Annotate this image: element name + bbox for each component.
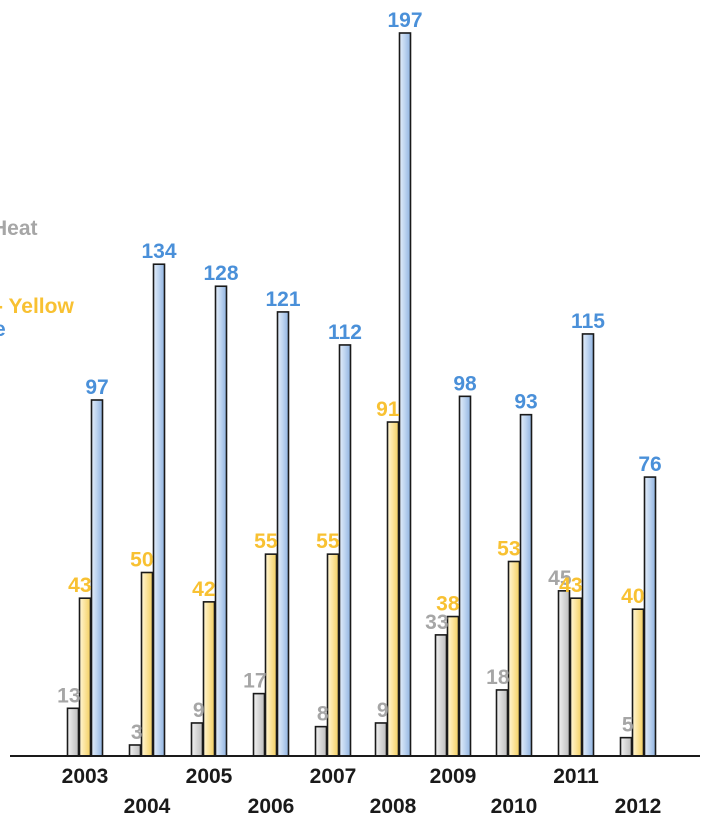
value-label-e-2006: 121 — [265, 288, 300, 311]
value-label-yellow-2007: 55 — [316, 530, 340, 553]
value-label-e-2009: 98 — [453, 372, 477, 395]
bar-heat-2003 — [66, 707, 80, 757]
x-tick-label-2009: 2009 — [430, 765, 477, 788]
value-label-heat-2010: 18 — [486, 666, 510, 689]
x-tick-label-2010: 2010 — [491, 795, 538, 818]
value-label-heat-2011: 45 — [548, 567, 572, 590]
value-label-heat-2004: 3 — [131, 721, 143, 744]
x-tick-label-2011: 2011 — [553, 765, 599, 788]
x-tick-label-2007: 2007 — [310, 765, 357, 788]
bar-heat-2009 — [434, 634, 448, 757]
bar-yellow-2005 — [202, 601, 216, 757]
x-tick-label-2003: 2003 — [62, 765, 109, 788]
bar-heat-2004 — [128, 744, 142, 757]
bar-yellow-2003 — [78, 597, 92, 757]
value-label-yellow-2011: 43 — [559, 574, 582, 597]
bar-e-2003 — [90, 399, 104, 757]
value-label-heat-2012: 5 — [622, 714, 634, 737]
x-tick-label-2012: 2012 — [615, 795, 662, 818]
value-label-yellow-2012: 40 — [621, 585, 644, 608]
bar-e-2004 — [152, 263, 166, 757]
value-label-yellow-2005: 42 — [192, 578, 215, 601]
legend-label-blue: e — [0, 318, 6, 341]
bar-e-2011 — [581, 333, 595, 757]
bar-yellow-2009 — [446, 615, 460, 757]
value-label-e-2008: 197 — [387, 9, 422, 32]
bars-layer — [66, 32, 657, 757]
value-label-heat-2009: 33 — [425, 611, 448, 634]
value-label-e-2010: 93 — [514, 391, 537, 414]
value-label-yellow-2003: 43 — [68, 574, 91, 597]
x-tick-label-2008: 2008 — [370, 795, 417, 818]
value-label-e-2011: 115 — [571, 310, 605, 333]
bar-yellow-2008 — [386, 421, 400, 757]
legend-label-yellow: - Yellow — [0, 295, 74, 318]
value-label-e-2003: 97 — [85, 376, 108, 399]
value-label-heat-2005: 9 — [193, 699, 205, 722]
bar-e-2009 — [458, 395, 472, 757]
bar-heat-2005 — [190, 722, 204, 757]
value-label-yellow-2006: 55 — [254, 530, 278, 553]
value-label-heat-2008: 9 — [377, 699, 389, 722]
value-label-heat-2006: 17 — [243, 670, 266, 693]
value-label-yellow-2004: 50 — [130, 548, 153, 571]
bar-yellow-2004 — [140, 571, 154, 757]
x-tick-label-2005: 2005 — [186, 765, 233, 788]
bar-e-2010 — [519, 413, 533, 757]
value-label-yellow-2010: 53 — [497, 537, 520, 560]
bar-yellow-2010 — [507, 560, 521, 757]
value-label-e-2005: 128 — [203, 262, 238, 285]
x-axis-labels: 2003 2004 2005 2006 2007 2008 2009 2010 2011 2012 — [62, 765, 662, 818]
bar-yellow-2006 — [264, 553, 278, 757]
value-label-heat-2007: 8 — [317, 703, 329, 726]
bar-heat-2006 — [252, 692, 266, 757]
legend-label-heat: Heat — [0, 217, 38, 240]
bar-heat-2011 — [557, 590, 571, 757]
bar-yellow-2012 — [631, 608, 645, 757]
x-tick-label-2006: 2006 — [248, 795, 295, 818]
bar-e-2008 — [398, 32, 412, 757]
bar-heat-2008 — [374, 722, 388, 757]
legend: Heat - Yellow e — [0, 217, 74, 341]
x-tick-label-2004: 2004 — [124, 795, 171, 818]
bar-heat-2012 — [619, 736, 633, 757]
bar-e-2012 — [643, 476, 657, 757]
value-labels-layer: 13 43 97 3 50 134 9 42 128 17 55 121 8 55 112 9 91 197 333… — [57, 9, 662, 744]
value-label-heat-2003: 13 — [57, 684, 80, 707]
bar-heat-2010 — [495, 689, 509, 757]
value-label-e-2007: 112 — [328, 321, 362, 344]
value-label-yellow-2008: 91 — [376, 398, 400, 421]
bar-e-2006 — [276, 311, 290, 757]
bar-e-2007 — [338, 344, 352, 757]
value-label-e-2012: 76 — [638, 453, 661, 476]
value-label-e-2004: 134 — [141, 240, 176, 263]
bar-heat-2007 — [314, 725, 328, 757]
bar-yellow-2007 — [326, 553, 340, 757]
value-label-yellow-2009: 38 — [436, 593, 460, 616]
bar-yellow-2011 — [569, 597, 583, 757]
bar-e-2005 — [214, 285, 228, 757]
